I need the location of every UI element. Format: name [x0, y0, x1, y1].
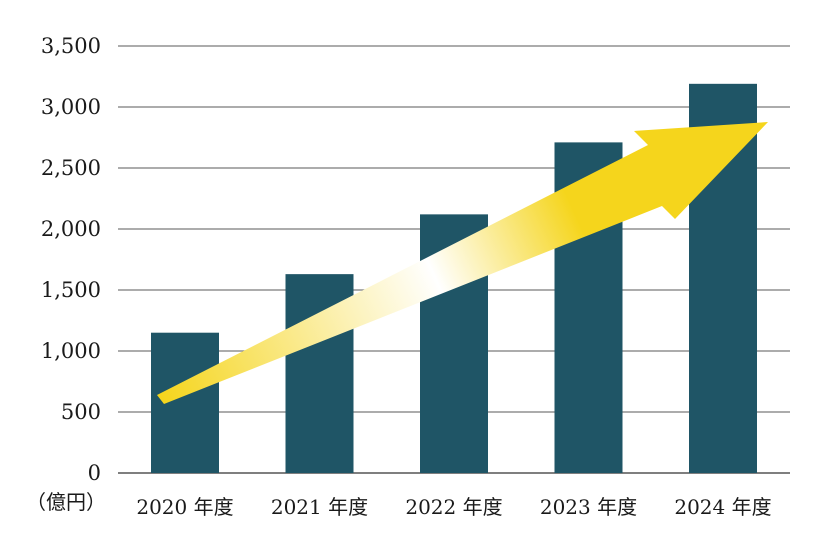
y-tick-label: 2,500 — [41, 156, 101, 180]
y-axis-tick-labels: 0 500 1,000 1,500 2,000 2,500 3,000 3,500 — [41, 34, 101, 485]
x-tick-label: 2020 年度 — [136, 495, 233, 519]
bar — [151, 332, 219, 473]
x-tick-label: 2023 年度 — [540, 495, 637, 519]
x-tick-label: 2024 年度 — [674, 495, 771, 519]
y-tick-label: 2,000 — [41, 217, 101, 241]
y-tick-label: 1,000 — [41, 339, 101, 363]
x-axis-category-labels: 2020 年度 2021 年度 2022 年度 2023 年度 2024 年度 — [136, 495, 771, 519]
trend-arrow-group — [157, 122, 768, 404]
x-tick-label: 2022 年度 — [405, 495, 502, 519]
y-tick-label: 500 — [61, 400, 101, 424]
unit-label: （億円） — [26, 490, 106, 514]
trend-arrow — [157, 122, 768, 404]
y-tick-label: 1,500 — [41, 278, 101, 302]
y-tick-label: 3,000 — [41, 95, 101, 119]
y-tick-label: 3,500 — [41, 34, 101, 58]
y-tick-label: 0 — [88, 461, 101, 485]
bars — [151, 83, 757, 474]
x-tick-label: 2021 年度 — [271, 495, 368, 519]
